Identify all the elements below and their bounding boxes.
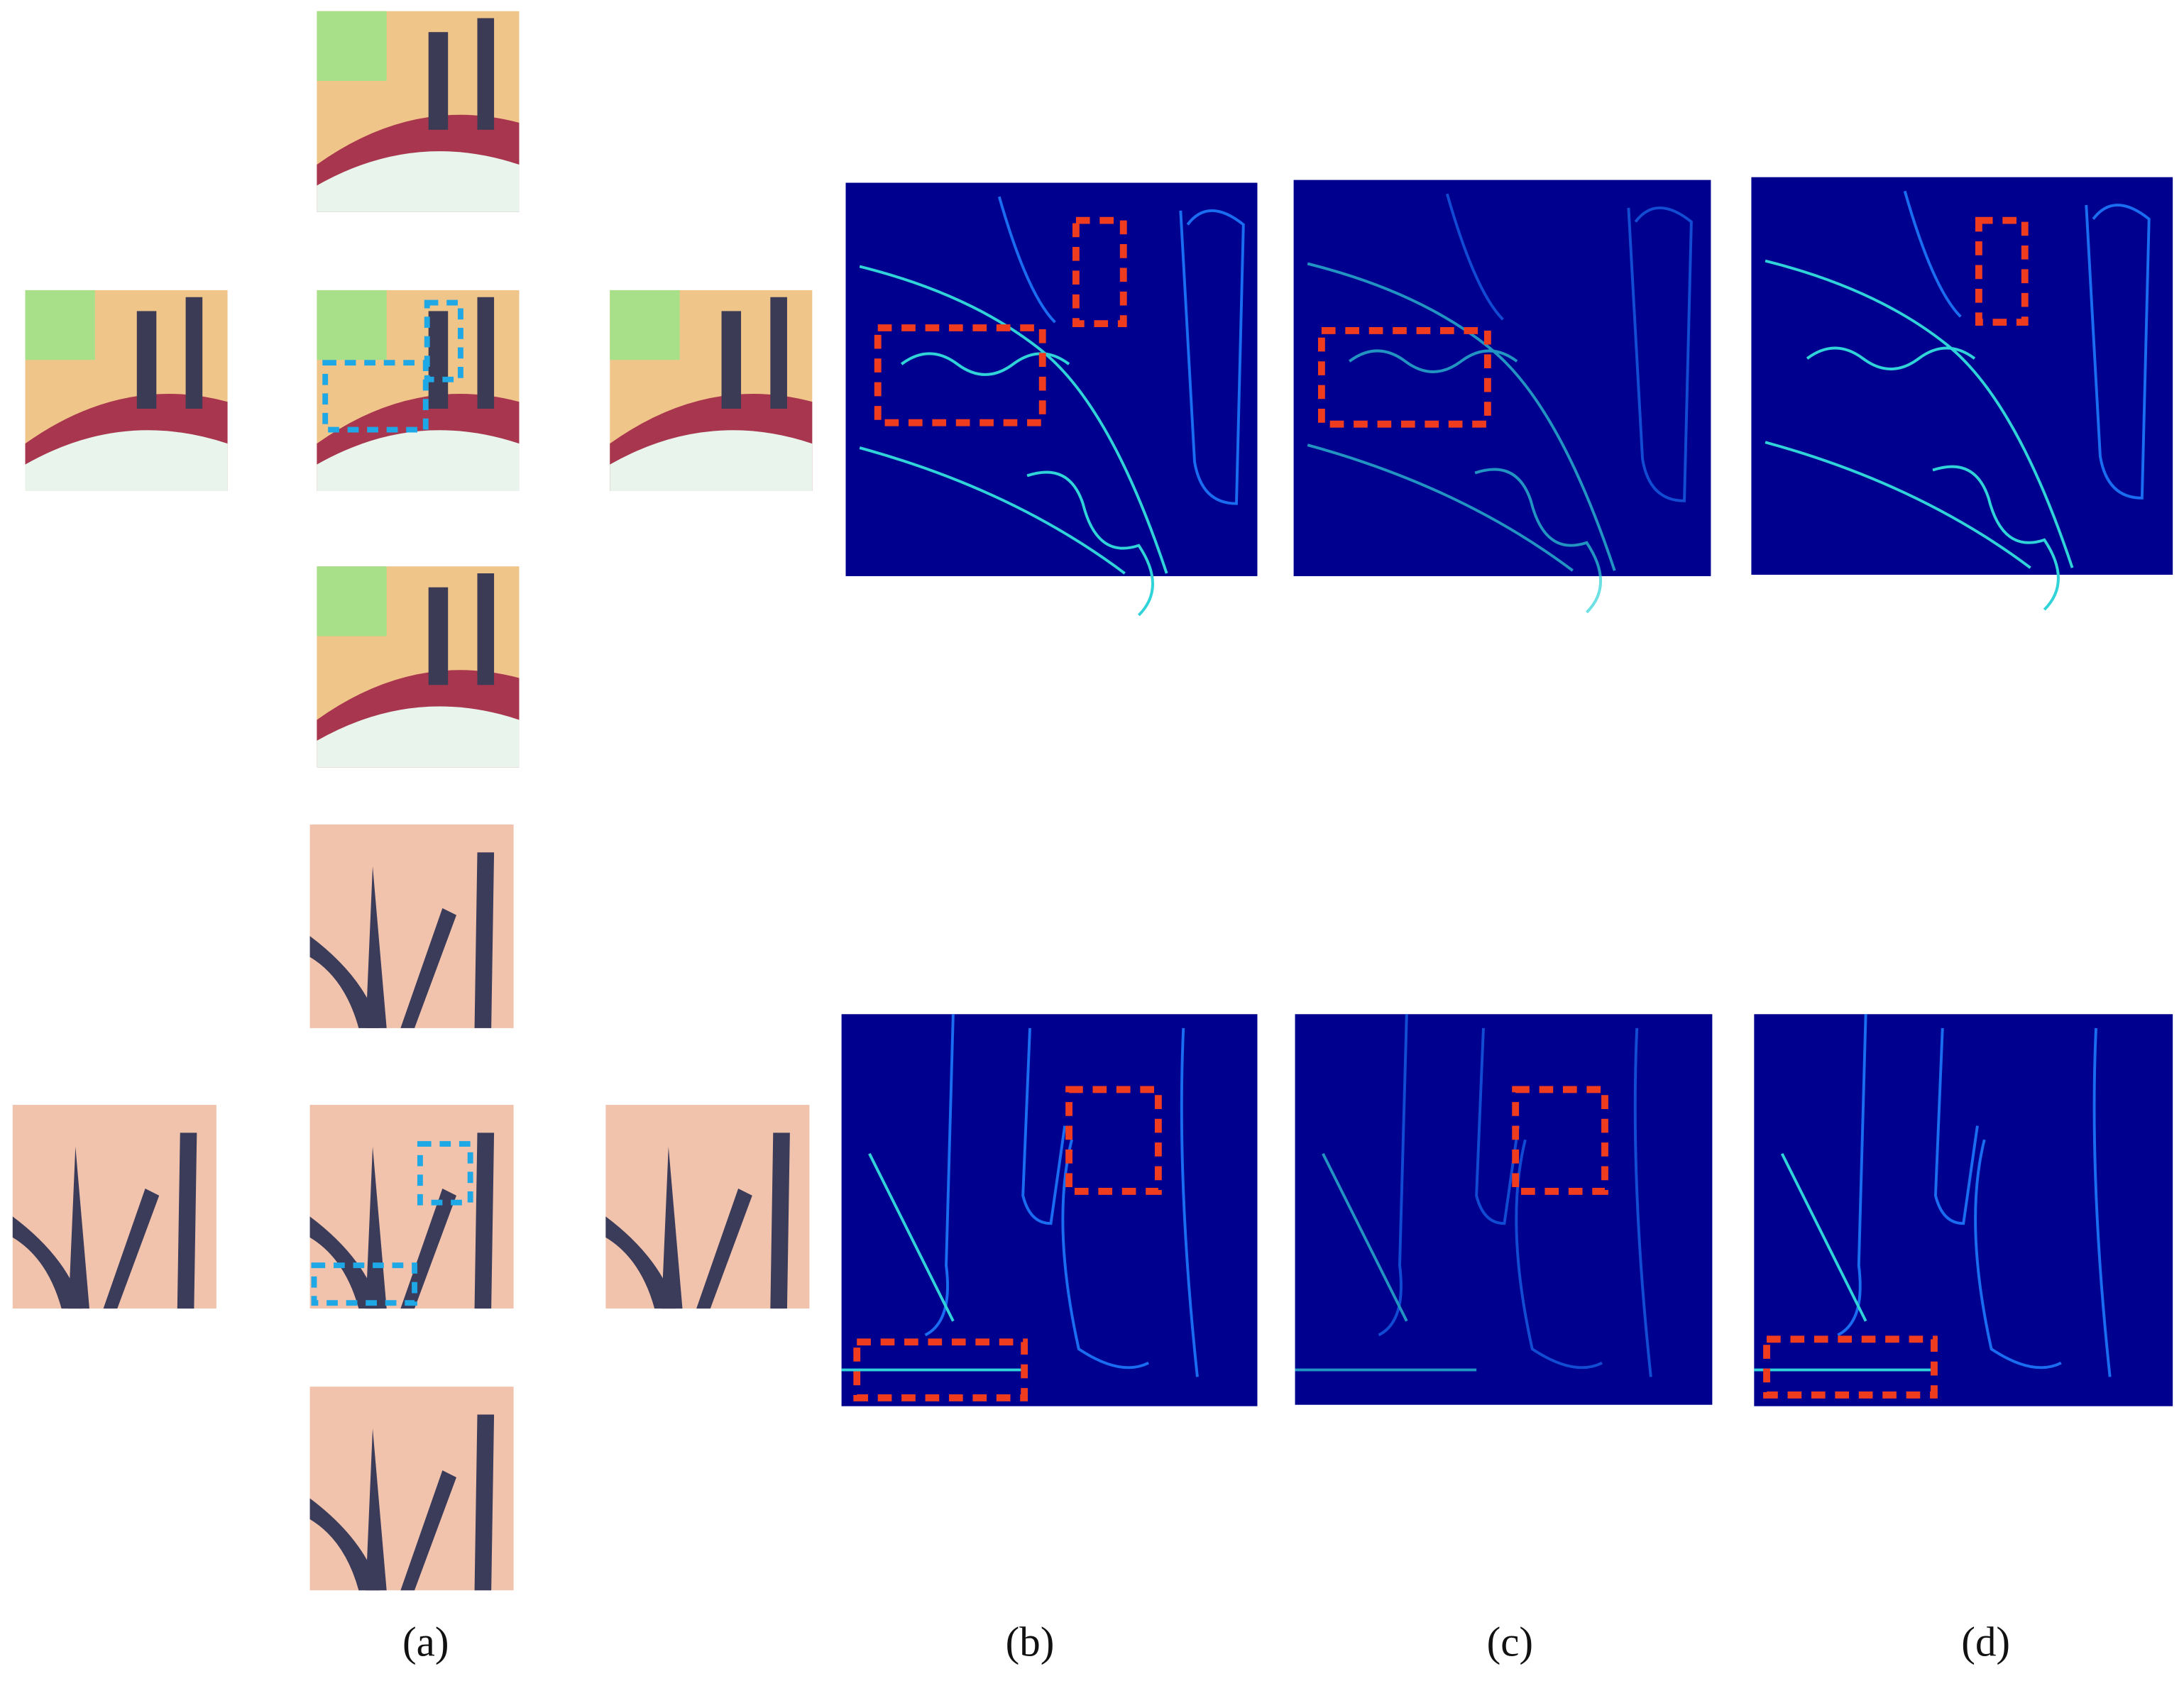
panel-label: (d) — [1961, 1619, 2010, 1665]
highlight-box — [311, 1262, 417, 1306]
image-patch — [610, 290, 813, 492]
edge-map — [840, 1013, 1258, 1406]
highlight-box — [417, 1141, 473, 1206]
edge-map — [1751, 177, 2173, 612]
highlight-box — [853, 1338, 1028, 1401]
image-patch — [317, 566, 520, 768]
image-patch — [309, 824, 514, 1028]
edge-map — [845, 182, 1258, 617]
image-patch — [317, 11, 520, 212]
highlight-box — [424, 299, 463, 382]
image-patch — [309, 1105, 514, 1309]
panel-label: (c) — [1487, 1619, 1533, 1665]
image-patch — [309, 1387, 514, 1591]
panel-label: (a) — [402, 1619, 449, 1665]
highlight-box — [322, 360, 429, 433]
edge-map — [1293, 180, 1711, 614]
highlight-box — [1975, 216, 2029, 326]
edge-map — [1752, 1013, 2173, 1406]
highlight-box — [1072, 216, 1127, 328]
edge-map — [1293, 1013, 1713, 1405]
image-patch — [25, 290, 228, 492]
image-patch — [317, 290, 520, 492]
image-patch — [605, 1105, 810, 1309]
highlight-box — [1763, 1335, 1938, 1399]
highlight-box — [1317, 327, 1491, 428]
image-patch — [12, 1105, 216, 1309]
highlight-box — [874, 324, 1046, 426]
panel-label: (b) — [1006, 1619, 1055, 1665]
